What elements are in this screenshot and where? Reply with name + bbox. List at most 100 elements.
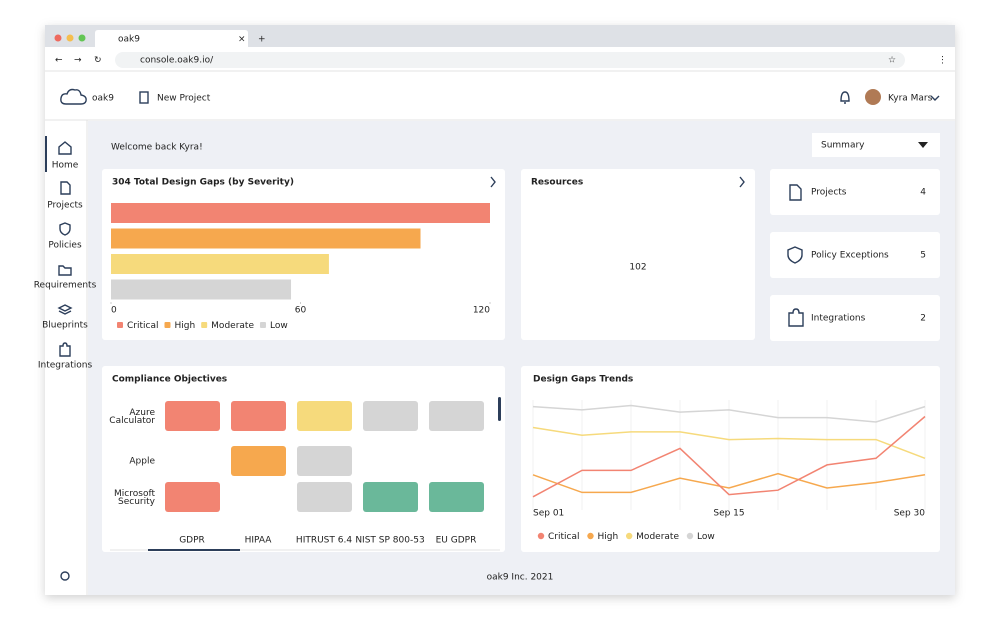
help[interactable] [60, 571, 70, 581]
user-menu[interactable] [930, 95, 940, 101]
stat-value: 5 [920, 251, 926, 261]
logo[interactable]: oak9 [92, 94, 114, 104]
avatar[interactable] [865, 89, 881, 105]
status-cell[interactable] [363, 482, 418, 512]
forward[interactable]: → [74, 56, 82, 66]
legend-label: Critical [127, 321, 158, 331]
column-tab[interactable]: GDPR [179, 536, 205, 546]
nav-icon[interactable] [58, 265, 72, 276]
welcome: Welcome back Kyra! [111, 143, 203, 153]
tab-bar [45, 25, 955, 47]
bookmark[interactable]: ☆ [888, 56, 896, 66]
column-tab[interactable]: EU GDPR [436, 536, 477, 546]
x-tick-label: 0 [111, 306, 117, 316]
status-cell[interactable] [165, 482, 220, 512]
status-cell[interactable] [297, 482, 352, 512]
nav-icon[interactable] [59, 342, 71, 357]
new-project[interactable]: New Project [157, 94, 211, 104]
status-cell[interactable] [297, 401, 352, 431]
gaps-chevron[interactable] [490, 176, 496, 188]
x-tick-label: Sep 30 [894, 509, 926, 519]
nav-label[interactable]: Requirements [34, 281, 97, 291]
legend-swatch [625, 532, 633, 540]
address-bar[interactable] [115, 52, 905, 68]
status-cell[interactable] [297, 446, 352, 476]
stat-card[interactable] [770, 232, 940, 278]
tab-title: oak9 [118, 35, 140, 45]
row-label-line: Calculator [109, 416, 155, 426]
active-tab [148, 549, 240, 551]
x-tick-label: Sep 01 [533, 509, 564, 519]
legend-label: Moderate [211, 321, 254, 331]
nav-label[interactable]: Policies [48, 241, 82, 251]
close-dot[interactable] [54, 34, 62, 42]
resources-value: 102 [629, 263, 646, 273]
bar [111, 228, 421, 249]
resources-chevron[interactable] [739, 176, 745, 188]
scrollbar[interactable] [498, 397, 501, 421]
status-cell[interactable] [429, 401, 484, 431]
new-tab[interactable]: + [258, 35, 266, 45]
stat-card[interactable] [770, 169, 940, 215]
gaps-title: 304 Total Design Gaps (by Severity) [112, 178, 294, 188]
legend-label: Moderate [636, 532, 679, 542]
column-tab[interactable]: NIST SP 800-53 [355, 536, 424, 546]
x-tick-label: 120 [473, 306, 490, 316]
status-cell[interactable] [429, 482, 484, 512]
status-cell[interactable] [231, 446, 286, 476]
tab[interactable] [95, 30, 248, 47]
tab-close[interactable]: × [238, 35, 246, 45]
bar [111, 279, 292, 300]
status-cell[interactable] [165, 401, 220, 431]
trends-title: Design Gaps Trends [533, 375, 633, 385]
trend-line [532, 404, 926, 423]
nav-label[interactable]: Projects [47, 201, 83, 211]
stat-card[interactable] [770, 295, 940, 341]
legend-label: Critical [548, 532, 579, 542]
column-tab[interactable]: HIPAA [245, 536, 273, 546]
nav-icon[interactable] [59, 222, 71, 236]
nav-label[interactable]: Blueprints [42, 321, 88, 331]
status-cell[interactable] [363, 401, 418, 431]
row-label: Azure Calculator [109, 408, 155, 426]
trends-card [521, 366, 940, 552]
legend-swatch [117, 322, 123, 328]
stat-value: 2 [920, 314, 926, 324]
x-tick-label: Sep 15 [713, 509, 744, 519]
column-tab[interactable]: HITRUST 6.4 [296, 536, 352, 546]
legend-label: Low [697, 532, 715, 542]
bell[interactable] [840, 91, 850, 104]
url: console.oak9.io/ [140, 56, 214, 66]
nav-label[interactable]: Integrations [38, 361, 93, 371]
bar [111, 203, 490, 223]
maximize-dot[interactable] [78, 34, 86, 42]
stat-icon [789, 184, 802, 201]
stat-label: Policy Exceptions [811, 251, 889, 261]
legend-label: High [597, 532, 618, 542]
resources-card[interactable] [521, 169, 755, 340]
legend-swatch [259, 322, 266, 328]
nav-icon[interactable] [60, 181, 71, 195]
legend-swatch [164, 322, 171, 328]
status-cell[interactable] [231, 401, 286, 431]
nav-icon[interactable] [57, 304, 73, 315]
back[interactable]: ← [55, 56, 63, 66]
trend-line [532, 426, 926, 460]
nav-label[interactable]: Home [52, 161, 79, 171]
row-label-line: Security [118, 497, 156, 507]
menu[interactable]: ⋮ [938, 56, 947, 66]
user-name[interactable]: Kyra Mars [888, 94, 933, 104]
view-select[interactable] [812, 133, 940, 157]
active-indicator [45, 136, 47, 172]
stat-value: 4 [920, 188, 926, 198]
reload[interactable]: ↻ [94, 56, 102, 66]
row-label: Apple [129, 457, 155, 467]
legend-swatch [201, 322, 208, 328]
legend-label: Low [270, 321, 288, 331]
minimize-dot[interactable] [66, 34, 74, 42]
bar [111, 254, 329, 274]
nav-icon[interactable] [58, 141, 72, 155]
stat-icon [788, 308, 804, 327]
row-label-line: Microsoft [114, 489, 155, 499]
